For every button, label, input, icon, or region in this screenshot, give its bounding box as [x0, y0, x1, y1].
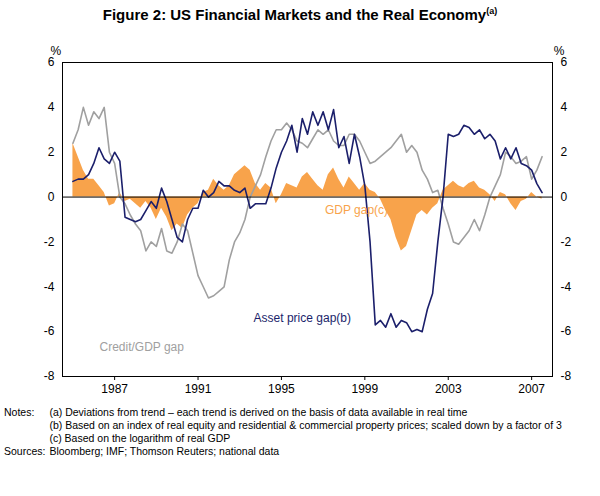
svg-text:0: 0 — [561, 190, 568, 204]
svg-text:%: % — [554, 44, 565, 58]
svg-text:1995: 1995 — [268, 382, 295, 396]
svg-text:2: 2 — [48, 145, 55, 159]
svg-text:-4: -4 — [561, 280, 572, 294]
svg-text:-8: -8 — [44, 369, 55, 383]
svg-text:Asset price gap(b): Asset price gap(b) — [254, 311, 351, 325]
html-text:Notes:: Notes: — [4, 406, 35, 418]
html-text:(c) Based on the logarithm of: (c) Based on the logarithm of real GDP — [49, 432, 231, 444]
svg-text:2: 2 — [561, 145, 568, 159]
html-text:Figure 2: US Financial Markets: Figure 2: US Financial Markets and the R… — [102, 6, 498, 23]
svg-text:1999: 1999 — [351, 382, 378, 396]
svg-text:6: 6 — [47, 55, 55, 70]
html-text:(b) Based on an index of real: (b) Based on an index of real equity and… — [49, 419, 562, 431]
svg-text:GDP gap(c): GDP gap(c) — [325, 203, 388, 217]
svg-text:-2: -2 — [44, 235, 55, 249]
svg-text:Credit/GDP gap: Credit/GDP gap — [99, 340, 184, 354]
html-text:Sources: Bloomberg; IMF; Thoms: Sources: Bloomberg; IMF; Thomson Reuters… — [4, 445, 280, 457]
svg-text:-8: -8 — [561, 369, 572, 383]
svg-text:0: 0 — [48, 190, 55, 204]
svg-text:1987: 1987 — [101, 382, 128, 396]
svg-text:4: 4 — [561, 100, 568, 114]
svg-text:-6: -6 — [44, 324, 55, 338]
svg-text:4: 4 — [48, 100, 55, 114]
svg-text:6: 6 — [560, 55, 568, 70]
svg-text:2003: 2003 — [435, 382, 462, 396]
svg-text:-2: -2 — [561, 235, 572, 249]
svg-text:-4: -4 — [44, 280, 55, 294]
svg-text:2007: 2007 — [518, 382, 545, 396]
svg-text:%: % — [51, 44, 62, 58]
html-text:(a) Deviations from trend – ea: (a) Deviations from trend – each trend i… — [49, 406, 468, 418]
svg-text:1991: 1991 — [185, 382, 212, 396]
svg-text:-6: -6 — [561, 324, 572, 338]
